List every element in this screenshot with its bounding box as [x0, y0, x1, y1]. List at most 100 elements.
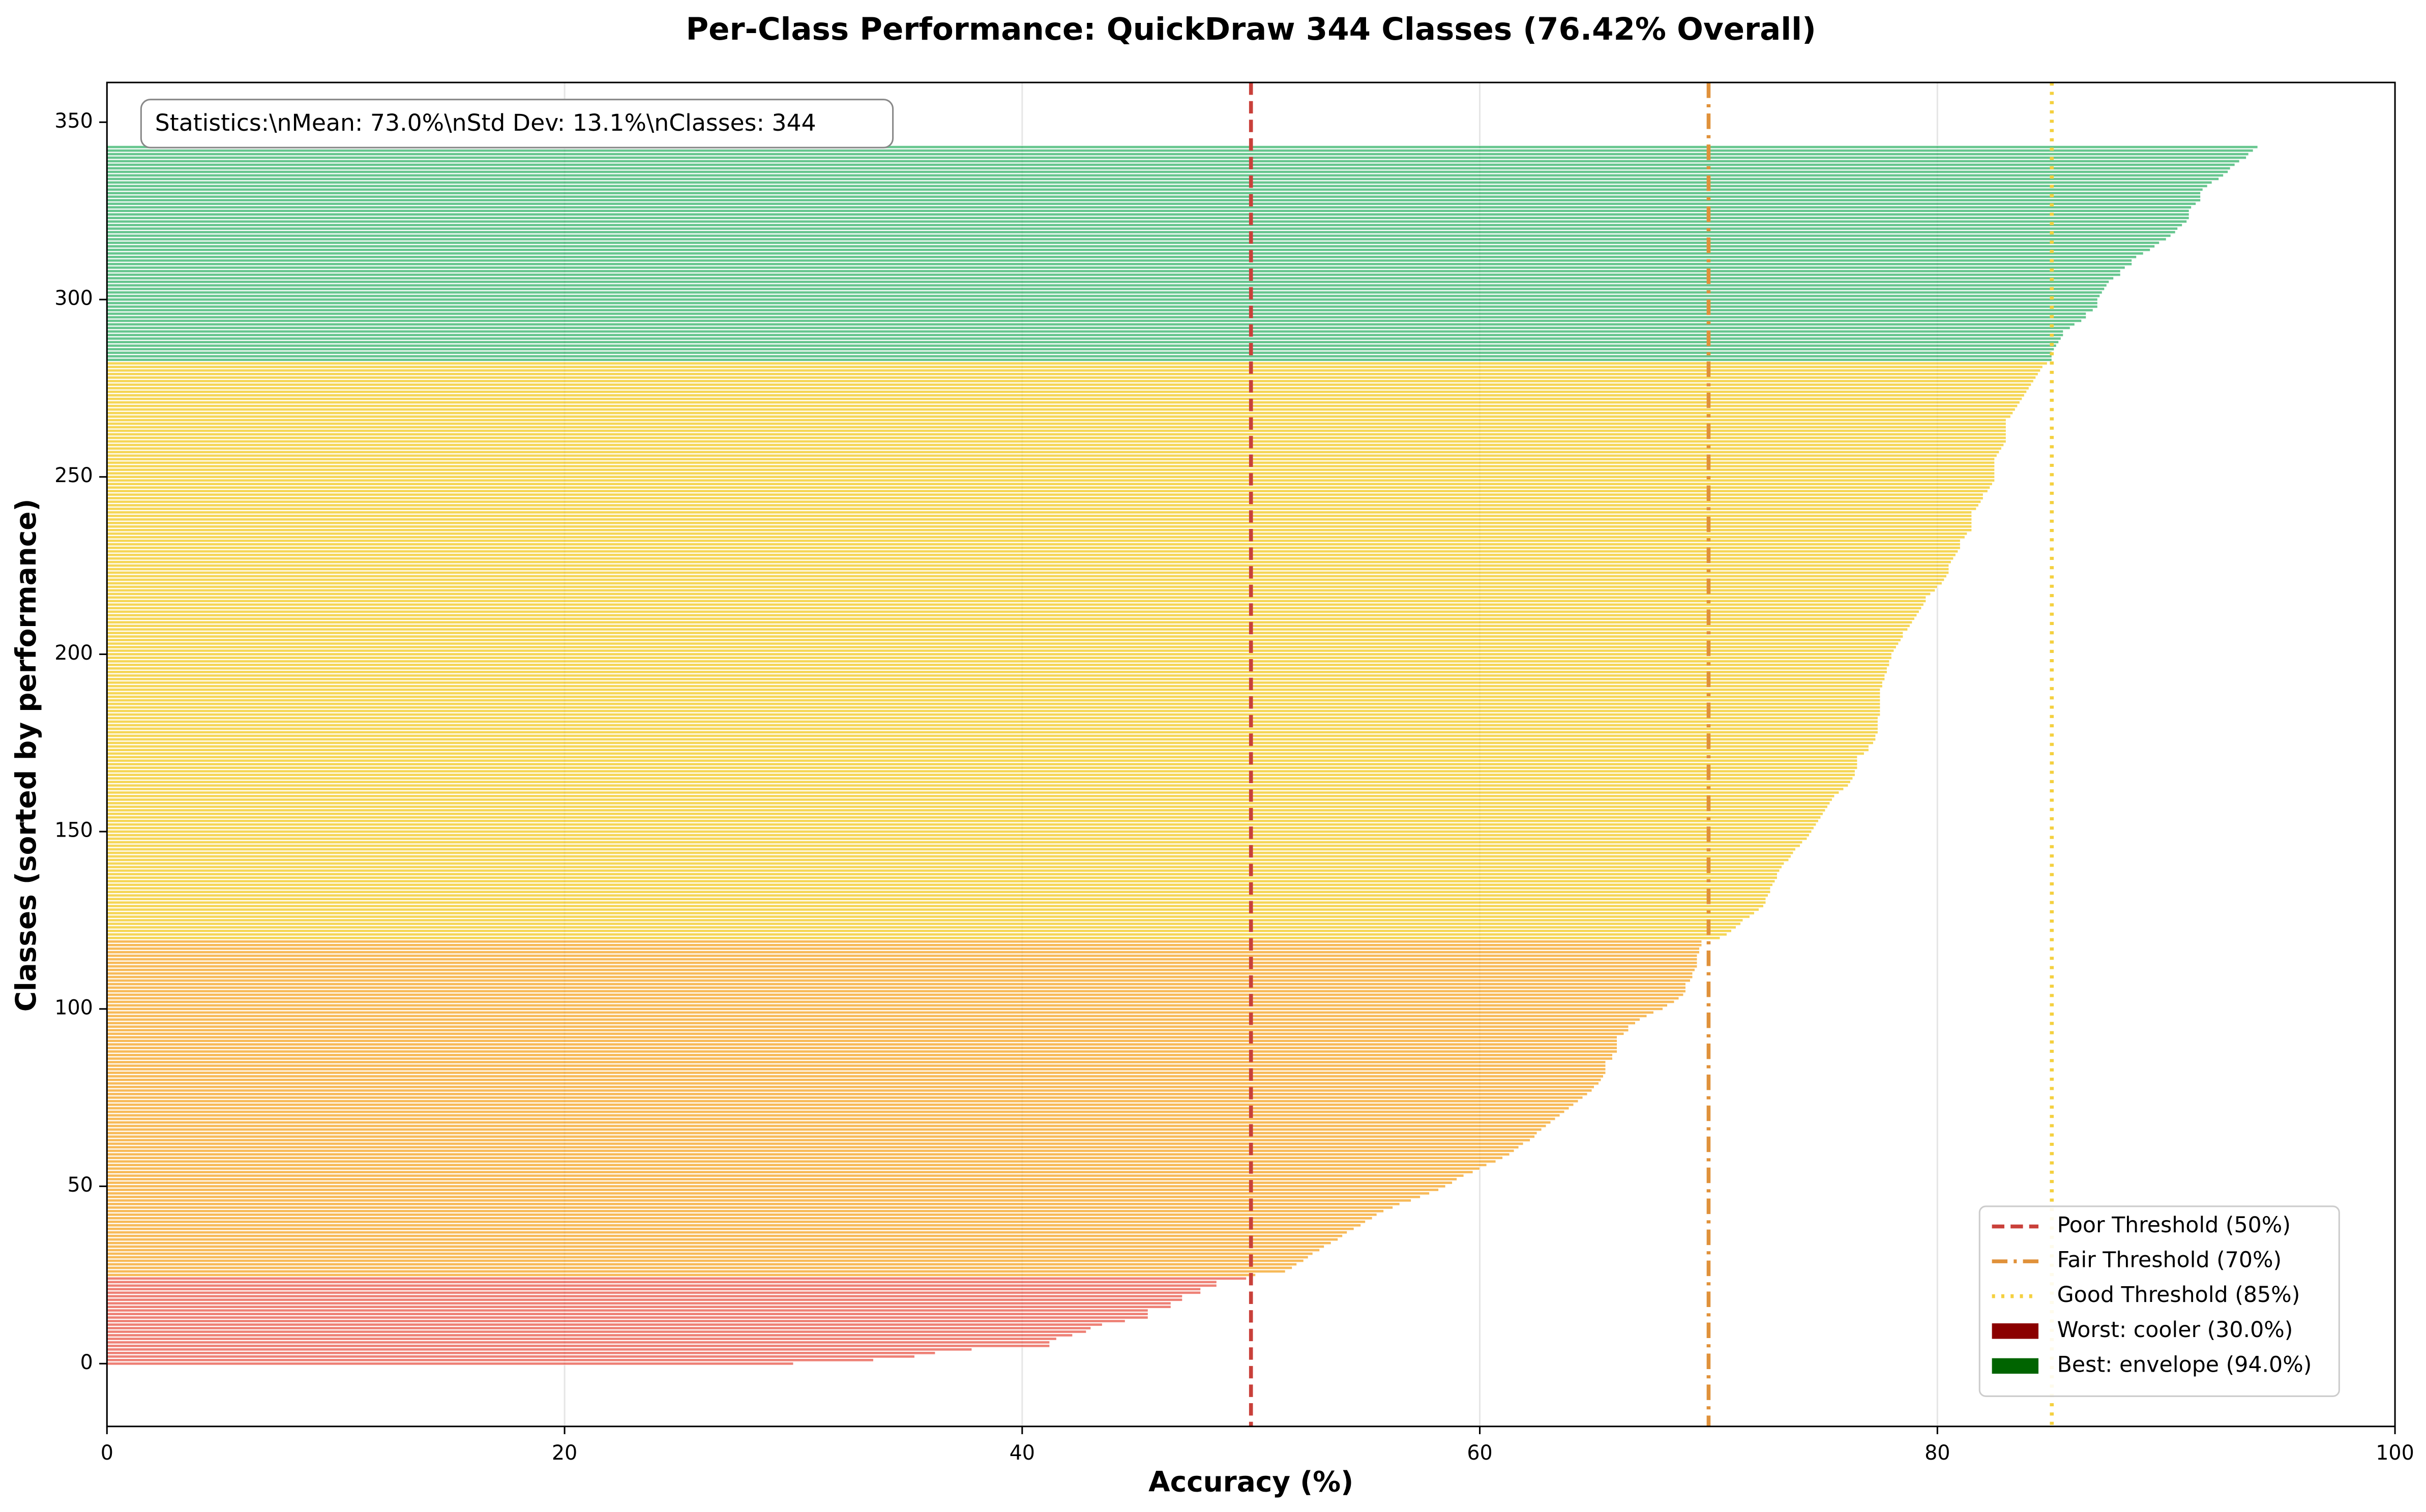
- bar: [106, 1280, 1217, 1284]
- legend-swatch: [1992, 1358, 2039, 1374]
- bar: [106, 507, 1977, 511]
- bar: [106, 581, 1942, 585]
- bar: [106, 798, 1832, 802]
- bar: [106, 822, 1817, 826]
- bar: [106, 259, 2133, 262]
- bar: [106, 723, 1878, 727]
- bar: [106, 1068, 1606, 1071]
- stats-box: [140, 99, 894, 149]
- bar: [106, 156, 2247, 160]
- bar: [106, 610, 1919, 613]
- bar: [106, 1145, 1519, 1149]
- bar: [106, 351, 2052, 354]
- bar: [106, 702, 1881, 706]
- bar: [106, 369, 2041, 372]
- bar: [106, 1358, 874, 1362]
- axes: 0 20 40 60 80 100 0 50 100 150 200 250 300 350: [54, 109, 2414, 1465]
- bar: [106, 1224, 1362, 1227]
- bar: [106, 1152, 1510, 1157]
- bar: [106, 1032, 1624, 1035]
- bar: [106, 571, 1949, 575]
- bar: [106, 425, 2006, 429]
- bar: [106, 1174, 1464, 1177]
- bar: [106, 691, 1881, 695]
- bar: [106, 886, 1771, 890]
- y-tick-label: 100: [54, 996, 93, 1019]
- bar: [106, 1007, 1663, 1011]
- bar: [106, 394, 2025, 397]
- bar: [106, 1064, 1606, 1068]
- bar: [106, 631, 1904, 635]
- bar: [106, 542, 1961, 546]
- bar: [106, 829, 1812, 834]
- bar: [106, 869, 1780, 873]
- legend-swatch: [1992, 1323, 2039, 1339]
- bar: [106, 780, 1851, 784]
- bar: [106, 209, 2190, 213]
- bar: [106, 262, 2133, 266]
- bar: [106, 1326, 1091, 1330]
- bar: [106, 503, 1979, 507]
- bar: [106, 1333, 1073, 1337]
- legend-label: Best: envelope (94.0%): [2057, 1352, 2312, 1377]
- bar: [106, 414, 2011, 419]
- bar: [106, 1138, 1530, 1142]
- bar: [106, 227, 2178, 230]
- bar: [106, 337, 2061, 340]
- bar: [106, 344, 2057, 347]
- bar: [106, 794, 1835, 798]
- bar: [106, 705, 1881, 709]
- bar: [106, 773, 1855, 777]
- bar: [106, 1316, 1148, 1319]
- bar: [106, 918, 1743, 922]
- bar: [106, 872, 1778, 876]
- bar: [106, 1195, 1421, 1199]
- bar: [106, 496, 1984, 500]
- bar: [106, 908, 1759, 911]
- bar: [106, 166, 2231, 170]
- bar: [106, 766, 1858, 769]
- bar: [106, 986, 1686, 990]
- bar: [106, 1103, 1574, 1107]
- bar: [106, 1110, 1565, 1114]
- bar: [106, 511, 1972, 514]
- bar: [106, 755, 1858, 759]
- bar: [106, 340, 2059, 344]
- bar: [106, 713, 1881, 717]
- bar: [106, 1014, 1647, 1018]
- bar: [106, 319, 2082, 323]
- bar: [106, 656, 1892, 660]
- bar: [106, 223, 2183, 227]
- bar: [106, 762, 1858, 766]
- bar: [106, 982, 1686, 986]
- bar: [106, 688, 1881, 692]
- y-tick-label: 150: [54, 819, 93, 842]
- bar: [106, 1241, 1332, 1245]
- bar: [106, 447, 2002, 451]
- bar: [106, 989, 1686, 993]
- bar: [106, 429, 2006, 433]
- bar: [106, 741, 1874, 745]
- bar: [106, 951, 1700, 954]
- bar: [106, 588, 1936, 592]
- x-tick-label: 0: [101, 1441, 113, 1465]
- bar: [106, 301, 2098, 305]
- bar: [106, 387, 2029, 390]
- bar: [106, 734, 1876, 738]
- bar: [106, 578, 1945, 582]
- bar: [106, 528, 1972, 532]
- bar: [106, 252, 2144, 255]
- bar: [106, 549, 1959, 553]
- bar: [106, 1075, 1604, 1078]
- bar: [106, 1106, 1570, 1110]
- bar: [106, 802, 1830, 805]
- legend-label: Poor Threshold (50%): [2057, 1212, 2291, 1238]
- bar: [106, 1131, 1537, 1135]
- bar: [106, 521, 1972, 525]
- threshold-lines: [1249, 82, 2054, 1427]
- bar: [106, 574, 1947, 578]
- bar: [106, 234, 2171, 238]
- bar: [106, 457, 1995, 461]
- y-tick-label: 200: [54, 641, 93, 665]
- x-tick-label: 40: [1010, 1441, 1035, 1465]
